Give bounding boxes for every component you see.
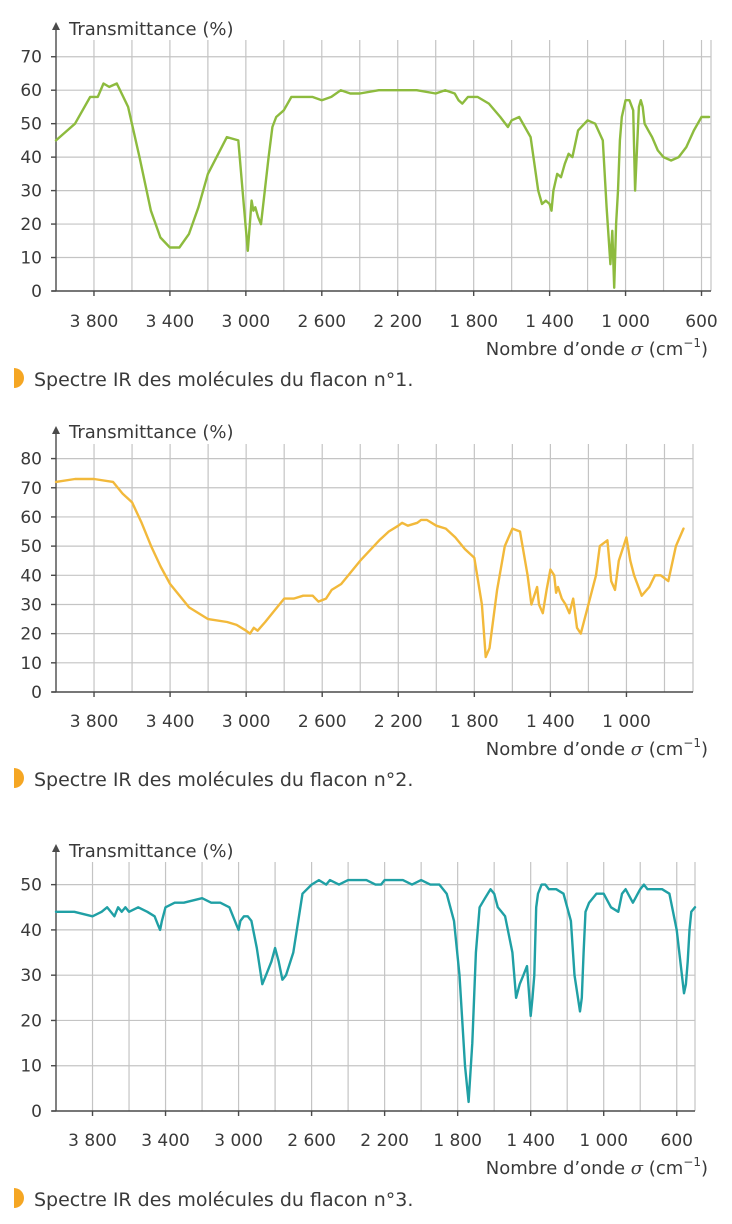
x-axis-title-close: ) [701,739,708,760]
x-tick-label: 3 400 [146,712,195,732]
y-axis-arrow [52,426,60,434]
y-tick-label: 60 [20,81,42,101]
x-tick-label: 3 400 [146,312,195,332]
x-axis-title-exponent: −1 [683,336,701,350]
gridlines [56,862,695,1111]
y-tick-label: 20 [20,215,42,235]
y-tick-label: 30 [20,182,42,202]
x-axis-title-unit: (cm [643,1158,683,1179]
x-axis-title: Nombre d’onde σ (cm−1) [486,1155,708,1179]
gridlines [56,444,693,692]
x-tick-label: 3 000 [222,712,271,732]
figure-caption: Spectre IR des molécules du flacon n°1. [34,369,413,391]
x-tick-label: 1 400 [525,312,574,332]
caption-marker-icon [14,368,24,388]
x-tick-label: 2 600 [297,312,346,332]
x-tick-label: 3 800 [70,312,119,332]
y-axis-title: Transmittance (%) [68,841,234,862]
figure-caption: Spectre IR des molécules du flacon n°2. [34,769,413,791]
y-tick-label: 80 [20,450,42,470]
x-tick-label: 600 [661,1131,693,1151]
x-tick-label: 3 000 [214,1131,263,1151]
x-tick-label: 3 800 [68,1131,117,1151]
x-axis-title-text: Nombre d’onde [486,739,631,760]
series-line [54,878,697,1104]
x-axis-title-close: ) [701,339,708,360]
gridlines [56,40,711,291]
y-axis-arrow [52,22,60,30]
y-tick-label: 0 [31,683,42,703]
x-tick-label: 1 000 [579,1131,628,1151]
x-tick-label: 2 600 [287,1131,336,1151]
x-axis-title-exponent: −1 [683,1155,701,1169]
x-tick-label: 3 400 [141,1131,190,1151]
x-axis-title: Nombre d’onde σ (cm−1) [486,336,708,360]
x-axis-title-exponent: −1 [683,736,701,750]
x-axis-title-unit: (cm [643,739,683,760]
y-tick-label: 50 [20,537,42,557]
y-tick-label: 10 [20,249,42,269]
y-tick-label: 20 [20,1011,42,1031]
y-axis-title: Transmittance (%) [68,422,234,443]
y-axis-arrow [52,844,60,852]
y-tick-label: 50 [20,876,42,896]
chart-3: 0 10 20 30 40 50 3 800 3 400 3 000 2 600 2 200 1 80… [14,841,708,1211]
x-tick-label: 3 000 [222,312,271,332]
series-line [54,477,685,659]
y-tick-label: 20 [20,625,42,645]
x-tick-label: 600 [685,312,717,332]
x-tick-label: 2 600 [298,712,347,732]
caption-marker-icon [14,1188,24,1208]
chart-1: 0 10 20 30 40 50 60 70 3 800 3 400 3 000 2 600 2 200… [14,19,718,391]
y-tick-label: 40 [20,148,42,168]
y-tick-label: 60 [20,508,42,528]
series-line [54,82,711,289]
y-tick-label: 10 [20,654,42,674]
y-axis-title: Transmittance (%) [68,19,234,40]
x-axis-title-unit: (cm [643,339,683,360]
x-tick-label: 1 800 [433,1131,482,1151]
x-axis-title-sigma: σ [631,339,644,360]
y-tick-label: 50 [20,115,42,135]
x-tick-label: 1 400 [526,712,575,732]
x-axis-title-text: Nombre d’onde [486,339,631,360]
x-axis-title: Nombre d’onde σ (cm−1) [486,736,708,760]
y-tick-label: 70 [20,48,42,68]
chart-2: 0 10 20 30 40 50 60 70 80 3 800 3 400 3 000 2 600 2 2… [14,422,708,791]
y-tick-label: 0 [31,282,42,302]
y-tick-label: 70 [20,479,42,499]
x-tick-label: 2 200 [360,1131,409,1151]
x-tick-label: 1 000 [602,712,651,732]
y-tick-label: 0 [31,1102,42,1122]
y-tick-label: 30 [20,595,42,615]
caption-marker-icon [14,768,24,788]
x-tick-label: 2 200 [374,712,423,732]
x-tick-label: 1 400 [506,1131,555,1151]
x-tick-label: 2 200 [373,312,422,332]
y-tick-label: 40 [20,921,42,941]
x-tick-label: 1 800 [450,712,499,732]
x-axis-title-text: Nombre d’onde [486,1158,631,1179]
x-tick-label: 1 800 [449,312,498,332]
x-axis-title-close: ) [701,1158,708,1179]
y-tick-label: 40 [20,566,42,586]
x-tick-label: 1 000 [601,312,650,332]
x-tick-label: 3 800 [70,712,119,732]
y-tick-label: 10 [20,1057,42,1077]
x-axis-title-sigma: σ [631,1158,644,1179]
x-axis-title-sigma: σ [631,739,644,760]
y-tick-label: 30 [20,966,42,986]
figure-caption: Spectre IR des molécules du flacon n°3. [34,1189,413,1211]
